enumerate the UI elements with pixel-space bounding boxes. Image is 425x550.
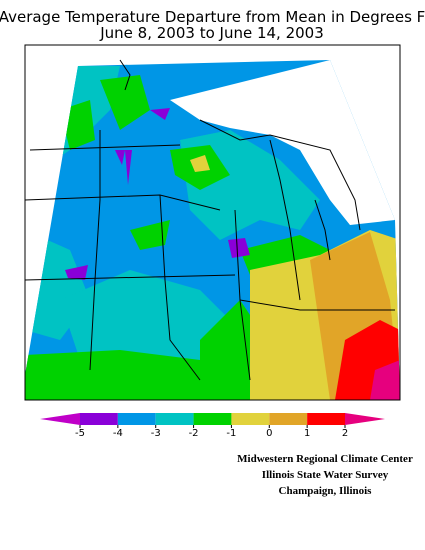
color-bin: [231, 413, 270, 425]
tick-label: 2: [342, 428, 348, 439]
credit: Illinois State Water Survey: [262, 469, 389, 481]
tick-label: 1: [304, 428, 310, 439]
boundaries: [24, 59, 395, 381]
tick-label: 0: [266, 428, 272, 439]
tick-label: -1: [226, 428, 236, 439]
tick-label: -5: [75, 428, 85, 439]
title: Average Temperature Departure from Mean …: [0, 8, 425, 26]
tick-label: -2: [189, 428, 199, 439]
map-frame: [24, 44, 401, 401]
tick-label: -3: [151, 428, 161, 439]
color-bin: [155, 413, 194, 425]
temperature-field: [25, 60, 400, 400]
under-arrow: [40, 413, 80, 425]
color-bin: [307, 413, 345, 425]
subtitle: June 8, 2003 to June 14, 2003: [99, 24, 324, 42]
credit: Midwestern Regional Climate Center: [237, 453, 413, 465]
color-bin: [193, 413, 232, 425]
color-bar: -5 -4 -3 -2 -1 0 1 2: [40, 413, 385, 439]
color-bin: [269, 413, 308, 425]
credit: Champaign, Illinois: [279, 485, 373, 497]
color-bin: [117, 413, 156, 425]
over-arrow: [345, 413, 385, 425]
tick-label: -4: [113, 428, 123, 439]
color-bin: [80, 413, 118, 425]
